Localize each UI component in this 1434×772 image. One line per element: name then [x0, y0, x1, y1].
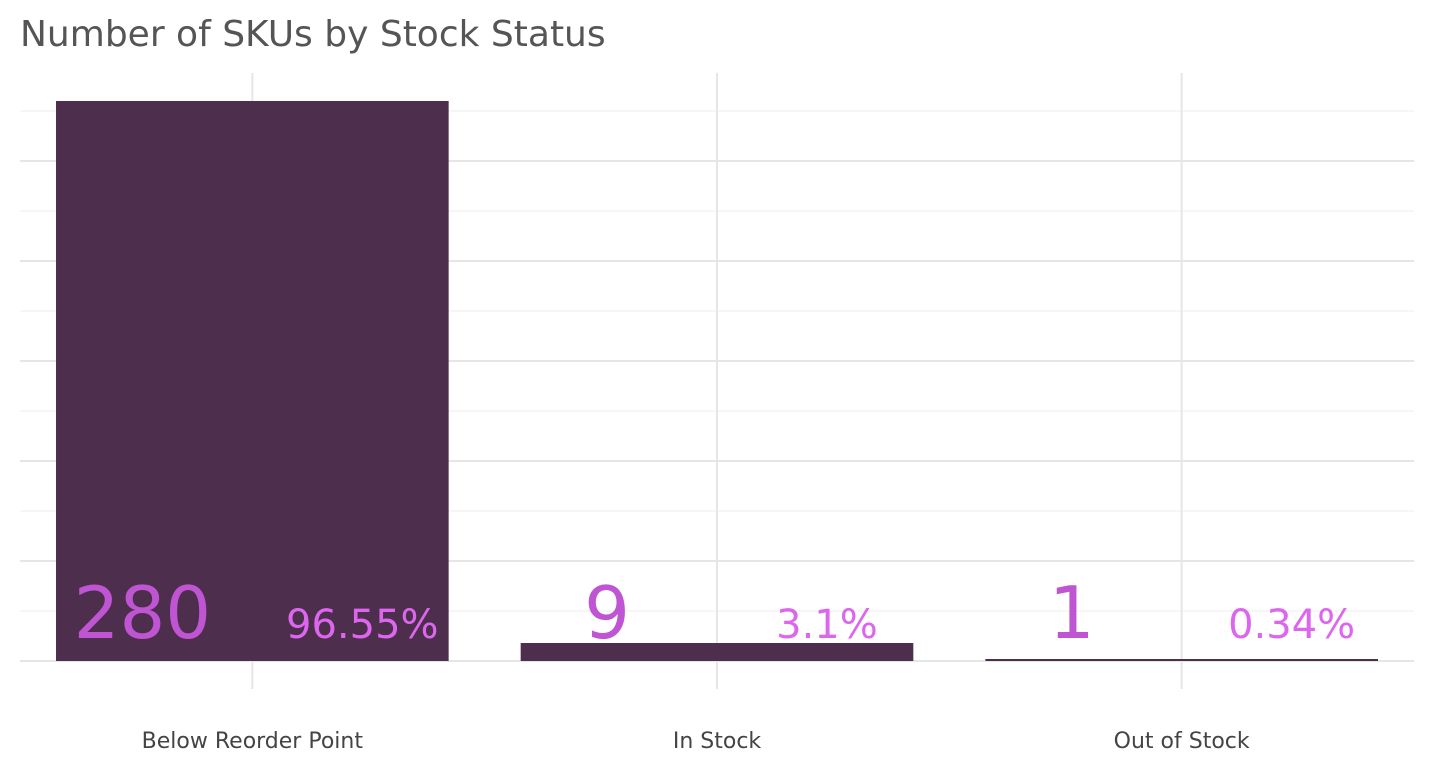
- percent-label: 0.34%: [1228, 602, 1355, 648]
- count-label: 9: [584, 571, 630, 655]
- percent-label: 96.55%: [286, 602, 439, 648]
- x-tick-labels: Below Reorder Point In Stock Out of Stock: [142, 729, 1250, 754]
- bar-in-stock: [520, 643, 914, 661]
- x-tick-label: In Stock: [673, 729, 762, 754]
- x-tick-label: Below Reorder Point: [142, 729, 364, 754]
- count-label: 280: [74, 571, 211, 655]
- chart-title: Number of SKUs by Stock Status: [20, 14, 606, 55]
- bar-below-reorder-point: [56, 101, 449, 661]
- data-labels: 280 96.55% 9 3.1% 1 0.34%: [74, 571, 1355, 655]
- bars: [56, 101, 1378, 661]
- bar-out-of-stock: [985, 659, 1378, 661]
- x-tick-label: Out of Stock: [1114, 729, 1250, 754]
- percent-label: 3.1%: [776, 602, 878, 648]
- count-label: 1: [1049, 571, 1095, 655]
